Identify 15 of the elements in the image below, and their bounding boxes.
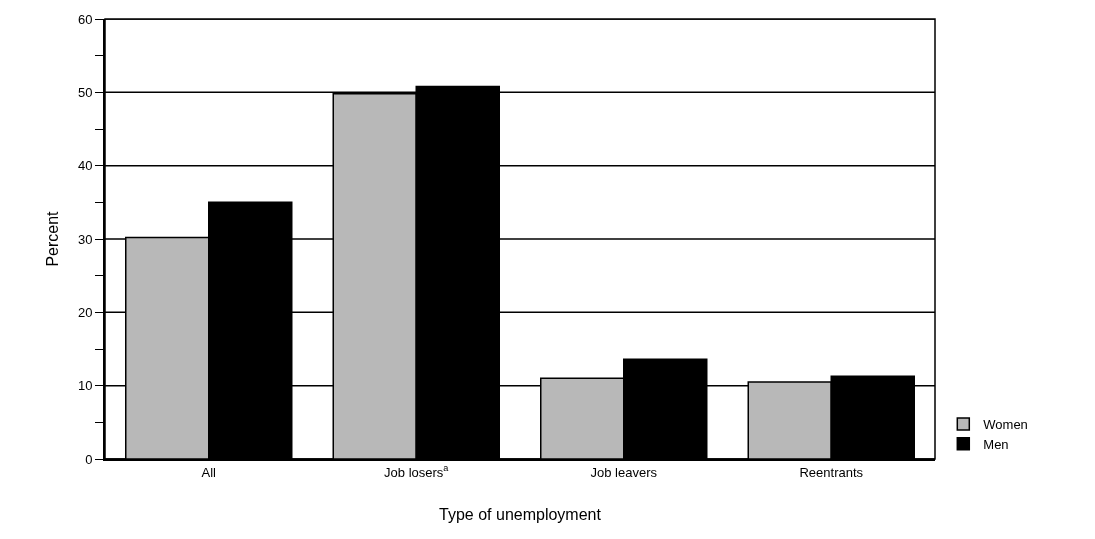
x-tick-label: All <box>201 464 217 480</box>
x-tick-label: Job leavers <box>590 464 658 480</box>
y-tick-label: 30 <box>77 231 93 247</box>
x-axis-title: Type of unemployment <box>439 505 602 523</box>
y-tick-label: 0 <box>85 451 93 467</box>
y-tick-label: 10 <box>77 378 93 394</box>
legend-label: Men <box>983 436 1009 452</box>
legend-label: Women <box>983 417 1028 433</box>
x-tick-label: Reentrants <box>799 464 864 480</box>
y-tick-label: 40 <box>77 158 93 174</box>
x-tick-label: Job losers$^{a}$ <box>384 463 450 480</box>
y-tick-label: 20 <box>77 304 93 320</box>
y-tick-label: 60 <box>77 11 93 27</box>
y-axis-title: Percent <box>44 210 62 267</box>
y-tick-label: 50 <box>77 84 93 100</box>
